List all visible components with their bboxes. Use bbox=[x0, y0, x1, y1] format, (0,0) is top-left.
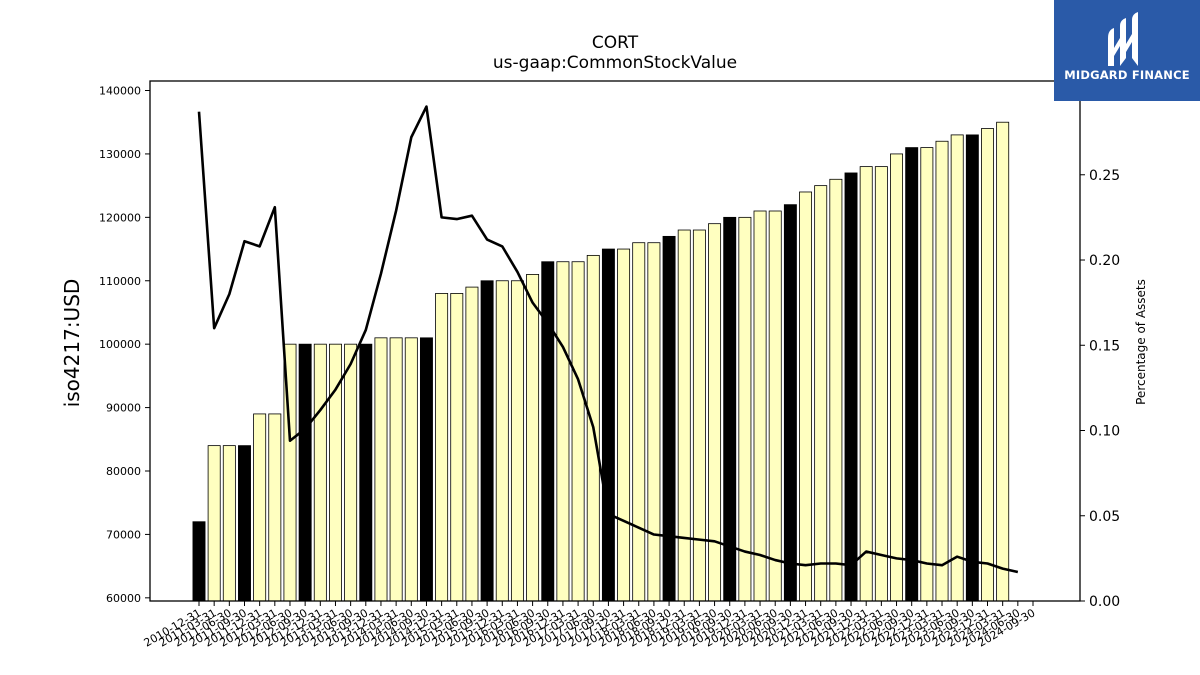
bar-2013-06-30 bbox=[344, 343, 358, 602]
bar-2019-12-31 bbox=[738, 216, 752, 602]
bar-2011-03-31 bbox=[207, 445, 221, 602]
bar-2020-03-31 bbox=[753, 210, 767, 602]
bar-2021-09-30 bbox=[844, 172, 858, 602]
bar-2021-06-30 bbox=[829, 178, 843, 602]
bar-2016-09-30 bbox=[541, 261, 555, 602]
bar-2020-06-30 bbox=[768, 210, 782, 602]
y-axis: 60000 70000 80000 90000 100000 110000 120000 13… bbox=[99, 85, 150, 605]
bar-2018-12-31 bbox=[677, 229, 691, 602]
line-series bbox=[197, 105, 1019, 574]
bar-2011-09-30 bbox=[238, 445, 251, 602]
bar-2020-09-30 bbox=[783, 204, 797, 602]
bar-2014-09-30 bbox=[419, 337, 433, 602]
bar-2016-06-30 bbox=[526, 274, 540, 602]
midgard-logo-icon bbox=[1108, 12, 1138, 66]
y2-tick-label: 0.00 bbox=[1089, 594, 1120, 610]
bar-2022-09-30 bbox=[905, 147, 919, 602]
bar-2014-06-30 bbox=[404, 337, 418, 602]
bar-2023-03-31 bbox=[935, 140, 949, 602]
bar-2024-03-31 bbox=[996, 121, 1010, 602]
bar-2022-12-31 bbox=[920, 147, 934, 602]
y2-tick-label: 0.15 bbox=[1089, 338, 1120, 354]
bar-2020-12-31 bbox=[799, 191, 813, 602]
y2-axis-label: Percentage of Assets bbox=[1134, 279, 1148, 405]
bar-2016-03-31 bbox=[510, 280, 524, 602]
bar-2018-09-30 bbox=[662, 235, 676, 602]
bar-2019-03-31 bbox=[692, 229, 706, 602]
percentage-of-assets-line bbox=[197, 105, 1019, 574]
bar-2012-03-31 bbox=[268, 413, 282, 602]
chart-subtitle: us-gaap:CommonStockValue bbox=[493, 53, 737, 73]
bar-2015-06-30 bbox=[465, 286, 479, 602]
y-tick-label: 120000 bbox=[99, 211, 141, 224]
x-axis: 2010-12-312011-03-312011-06-302011-09-30… bbox=[142, 601, 1038, 650]
bar-2021-03-31 bbox=[814, 185, 828, 602]
bar-2011-06-30 bbox=[222, 445, 236, 602]
bar-2011-12-31 bbox=[253, 413, 267, 602]
bar-2022-03-31 bbox=[874, 166, 888, 602]
bar-2015-09-30 bbox=[480, 280, 494, 602]
y-axis-label: iso4217:USD bbox=[60, 279, 84, 408]
y2-tick-label: 0.05 bbox=[1089, 509, 1120, 525]
bar-2014-03-31 bbox=[389, 337, 403, 602]
y-tick-label: 110000 bbox=[99, 275, 141, 288]
bar-series bbox=[192, 121, 1010, 602]
bar-2017-09-30 bbox=[601, 248, 615, 602]
bar-2018-06-30 bbox=[647, 242, 661, 602]
bar-2014-12-31 bbox=[435, 293, 449, 602]
y-tick-label: 130000 bbox=[99, 148, 141, 161]
bar-2018-03-31 bbox=[632, 242, 646, 602]
plot-frame bbox=[149, 80, 1081, 602]
y-tick-label: 140000 bbox=[99, 85, 141, 98]
bar-2023-12-31 bbox=[981, 128, 994, 602]
y2-tick-label: 0.20 bbox=[1089, 253, 1120, 269]
y-tick-label: 90000 bbox=[106, 402, 141, 415]
bar-2023-09-30 bbox=[965, 134, 979, 602]
bar-2017-12-31 bbox=[617, 248, 631, 602]
bar-2022-06-30 bbox=[890, 153, 903, 602]
y2-axis: 0.00 0.05 0.10 0.15 0.20 0.25 bbox=[1080, 168, 1120, 610]
bar-2016-12-31 bbox=[556, 261, 570, 602]
midgard-finance-logo: MIDGARD FINANCE bbox=[1054, 0, 1200, 101]
bar-2012-09-30 bbox=[298, 343, 312, 602]
bar-2015-03-31 bbox=[450, 293, 464, 602]
bar-2010-12-31 bbox=[192, 521, 206, 602]
bar-2015-12-31 bbox=[495, 280, 509, 602]
y-tick-label: 80000 bbox=[106, 465, 141, 478]
bar-2019-09-30 bbox=[723, 216, 737, 602]
logo-text: MIDGARD FINANCE bbox=[1064, 68, 1190, 82]
chart-title: CORT bbox=[592, 33, 639, 53]
y-tick-label: 60000 bbox=[106, 592, 141, 605]
bar-2019-06-30 bbox=[708, 223, 722, 602]
y-tick-label: 100000 bbox=[99, 338, 141, 351]
bar-2013-12-31 bbox=[374, 337, 388, 602]
bar-2012-12-31 bbox=[313, 343, 327, 602]
y2-tick-label: 0.10 bbox=[1089, 424, 1120, 440]
bar-2021-12-31 bbox=[859, 166, 873, 602]
bar-2023-06-30 bbox=[950, 134, 964, 602]
bar-2017-03-31 bbox=[571, 261, 585, 602]
bar-2013-09-30 bbox=[359, 343, 373, 602]
y2-tick-label: 0.25 bbox=[1089, 168, 1120, 184]
y-tick-label: 70000 bbox=[106, 528, 141, 541]
